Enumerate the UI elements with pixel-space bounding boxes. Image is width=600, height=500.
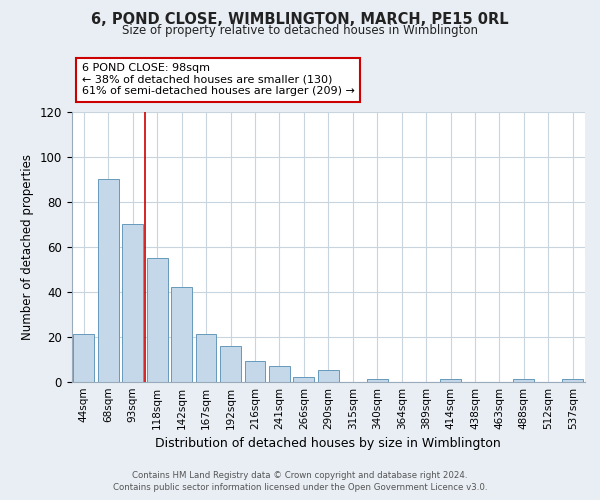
Text: 6 POND CLOSE: 98sqm
← 38% of detached houses are smaller (130)
61% of semi-detac: 6 POND CLOSE: 98sqm ← 38% of detached ho… <box>82 63 355 96</box>
Bar <box>73 334 94 382</box>
Bar <box>318 370 339 382</box>
X-axis label: Distribution of detached houses by size in Wimblington: Distribution of detached houses by size … <box>155 437 501 450</box>
Bar <box>147 258 167 382</box>
Bar <box>293 377 314 382</box>
Text: 6, POND CLOSE, WIMBLINGTON, MARCH, PE15 0RL: 6, POND CLOSE, WIMBLINGTON, MARCH, PE15 … <box>91 12 509 28</box>
Bar <box>514 380 534 382</box>
Bar <box>367 380 388 382</box>
Bar <box>196 334 217 382</box>
Bar <box>122 224 143 382</box>
Bar <box>220 346 241 382</box>
Bar <box>171 287 192 382</box>
Bar <box>245 362 265 382</box>
Text: Size of property relative to detached houses in Wimblington: Size of property relative to detached ho… <box>122 24 478 37</box>
Bar <box>269 366 290 382</box>
Y-axis label: Number of detached properties: Number of detached properties <box>21 154 34 340</box>
Text: Contains HM Land Registry data © Crown copyright and database right 2024.
Contai: Contains HM Land Registry data © Crown c… <box>113 471 487 492</box>
Bar <box>562 380 583 382</box>
Bar <box>98 180 119 382</box>
Bar <box>440 380 461 382</box>
